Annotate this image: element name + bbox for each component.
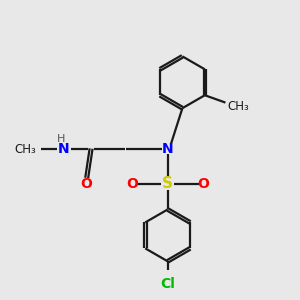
Text: CH₃: CH₃ — [227, 100, 249, 112]
Text: Cl: Cl — [160, 277, 175, 291]
Text: O: O — [197, 177, 209, 191]
Text: N: N — [162, 142, 173, 155]
Text: N: N — [57, 142, 69, 155]
Text: H: H — [57, 134, 65, 144]
Text: O: O — [80, 177, 92, 191]
Text: CH₃: CH₃ — [14, 143, 36, 157]
Text: O: O — [126, 177, 138, 191]
Text: S: S — [162, 176, 173, 191]
